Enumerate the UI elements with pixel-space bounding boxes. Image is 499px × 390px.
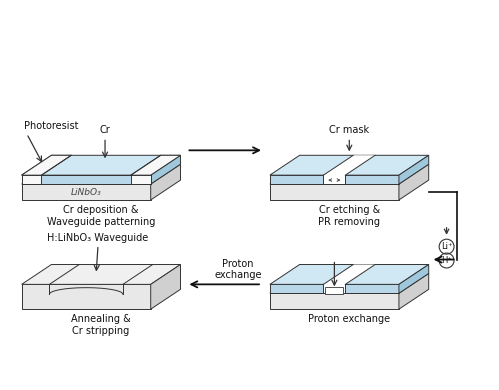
Text: Cr etching &
PR removing: Cr etching & PR removing <box>318 205 380 227</box>
Polygon shape <box>399 155 429 184</box>
Polygon shape <box>270 164 429 184</box>
Polygon shape <box>21 175 151 184</box>
Polygon shape <box>270 293 399 309</box>
Polygon shape <box>131 155 181 175</box>
Text: Annealing &
Cr stripping: Annealing & Cr stripping <box>71 314 131 336</box>
Text: Cr: Cr <box>100 126 110 135</box>
Polygon shape <box>323 284 345 293</box>
Text: Proton exchange: Proton exchange <box>308 314 390 324</box>
Polygon shape <box>21 284 151 309</box>
Polygon shape <box>399 164 429 200</box>
Polygon shape <box>131 175 151 184</box>
Text: H⁺: H⁺ <box>441 256 452 265</box>
Polygon shape <box>21 175 41 184</box>
Polygon shape <box>270 273 429 293</box>
Text: Cr mask: Cr mask <box>329 126 369 135</box>
Polygon shape <box>151 155 181 184</box>
Polygon shape <box>399 273 429 309</box>
Polygon shape <box>270 155 429 175</box>
Polygon shape <box>21 155 181 175</box>
Polygon shape <box>270 175 399 184</box>
Polygon shape <box>151 264 181 309</box>
Text: LiNbO₃: LiNbO₃ <box>71 188 102 197</box>
Polygon shape <box>21 184 151 200</box>
Polygon shape <box>21 264 181 284</box>
Polygon shape <box>323 264 375 284</box>
Text: Proton
exchange: Proton exchange <box>215 259 262 280</box>
Text: H:LiNbO₃ Waveguide: H:LiNbO₃ Waveguide <box>47 233 149 243</box>
Polygon shape <box>270 284 399 293</box>
Polygon shape <box>323 175 345 184</box>
Text: Li⁺: Li⁺ <box>441 242 452 251</box>
Polygon shape <box>270 264 429 284</box>
Text: Photoresist: Photoresist <box>23 121 78 131</box>
Polygon shape <box>151 164 181 200</box>
Text: Cr deposition &
Waveguide patterning: Cr deposition & Waveguide patterning <box>47 205 155 227</box>
Polygon shape <box>21 164 181 184</box>
Polygon shape <box>323 155 375 175</box>
Polygon shape <box>21 155 71 175</box>
Polygon shape <box>399 264 429 293</box>
Polygon shape <box>270 184 399 200</box>
Polygon shape <box>325 287 343 294</box>
